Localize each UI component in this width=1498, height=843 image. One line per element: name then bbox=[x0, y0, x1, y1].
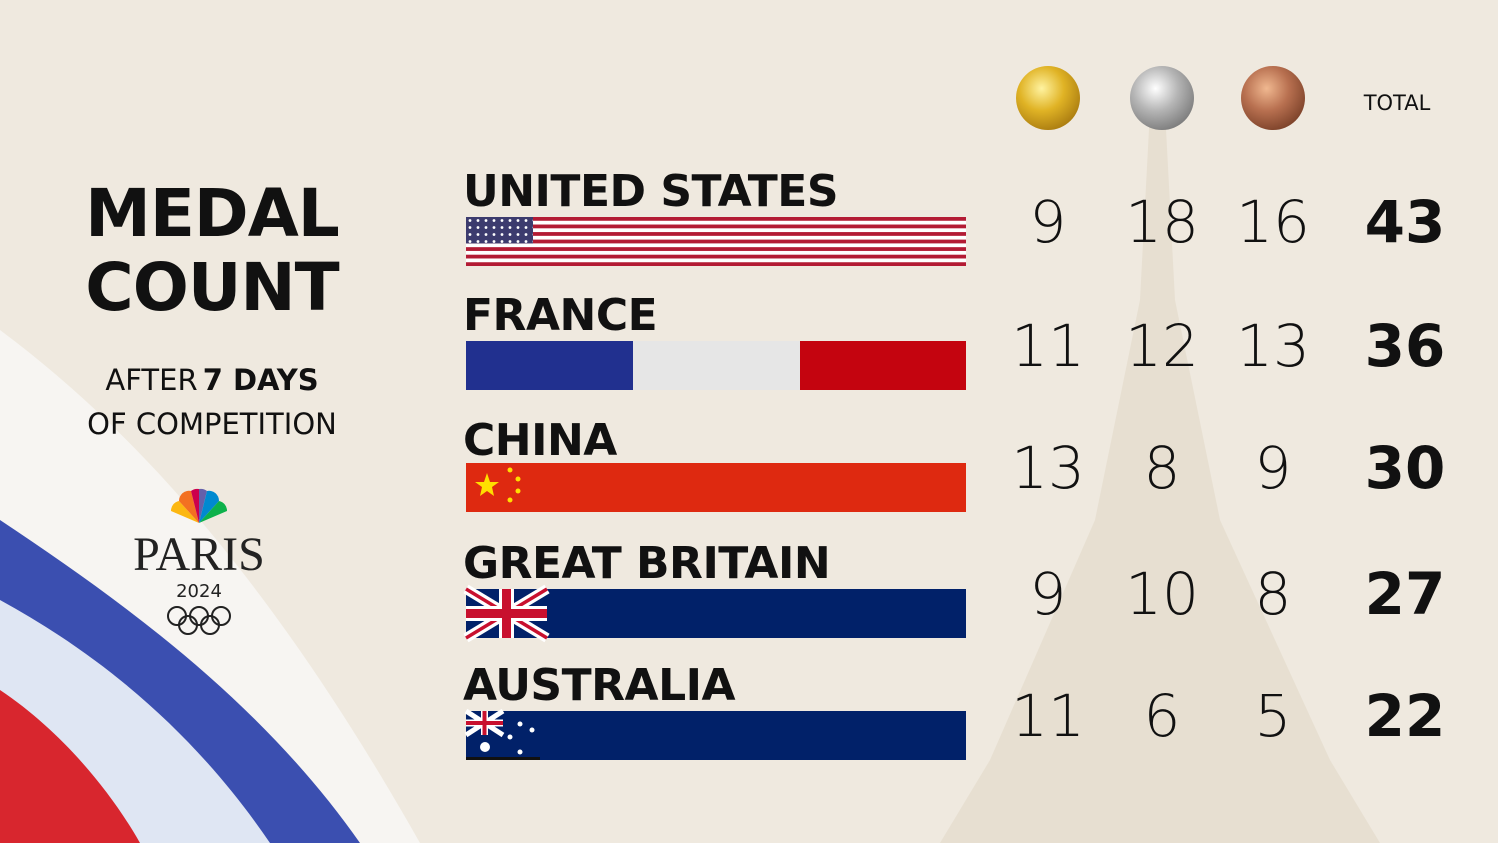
country-name: AUSTRALIA bbox=[463, 660, 735, 711]
gold-count: 11 bbox=[1011, 312, 1085, 380]
title: COUNT bbox=[85, 249, 339, 326]
flag-us bbox=[466, 217, 966, 266]
gold-count: 9 bbox=[1030, 560, 1067, 628]
gold-count: 13 bbox=[1011, 434, 1085, 502]
silver-count: 8 bbox=[1144, 434, 1181, 502]
bronze-medal-icon bbox=[1241, 66, 1305, 130]
olympic-rings bbox=[167, 606, 231, 635]
total-header: TOTAL bbox=[1363, 91, 1431, 115]
total-count: 36 bbox=[1365, 312, 1446, 380]
subtitle: OF COMPETITION bbox=[87, 407, 337, 441]
title: MEDAL bbox=[85, 175, 339, 252]
flag-australia bbox=[464, 708, 966, 760]
logo-year: 2024 bbox=[176, 581, 222, 602]
total-count: 22 bbox=[1365, 682, 1446, 750]
brush-red bbox=[0, 690, 140, 843]
total-count: 27 bbox=[1365, 560, 1446, 628]
bronze-count: 16 bbox=[1236, 188, 1310, 256]
total-count: 30 bbox=[1365, 434, 1446, 502]
silver-medal-icon bbox=[1130, 66, 1194, 130]
gold-count: 11 bbox=[1011, 682, 1085, 750]
country-name: FRANCE bbox=[463, 290, 657, 341]
silver-count: 6 bbox=[1144, 682, 1181, 750]
total-count: 43 bbox=[1365, 188, 1446, 256]
bronze-count: 13 bbox=[1236, 312, 1310, 380]
country-name: GREAT BRITAIN bbox=[463, 538, 830, 589]
tower-silhouette bbox=[940, 110, 1380, 843]
subtitle-part: 7 DAYS bbox=[203, 363, 319, 397]
subtitle: AFTER 7 DAYS bbox=[105, 363, 318, 397]
silver-count: 10 bbox=[1125, 560, 1199, 628]
gold-medal-icon bbox=[1016, 66, 1080, 130]
flag-gb bbox=[463, 584, 966, 643]
silver-count: 18 bbox=[1125, 188, 1199, 256]
gold-count: 9 bbox=[1030, 188, 1067, 256]
bronze-count: 8 bbox=[1255, 560, 1292, 628]
flag-france bbox=[466, 341, 966, 390]
logo-text: PARIS bbox=[133, 528, 265, 581]
silver-count: 12 bbox=[1125, 312, 1199, 380]
country-name: CHINA bbox=[463, 415, 617, 466]
subtitle-part: AFTER bbox=[105, 363, 197, 397]
peacock-logo bbox=[170, 488, 228, 523]
bronze-count: 9 bbox=[1255, 434, 1292, 502]
country-name: UNITED STATES bbox=[463, 166, 838, 217]
flag-china bbox=[466, 463, 966, 512]
bronze-count: 5 bbox=[1255, 682, 1292, 750]
